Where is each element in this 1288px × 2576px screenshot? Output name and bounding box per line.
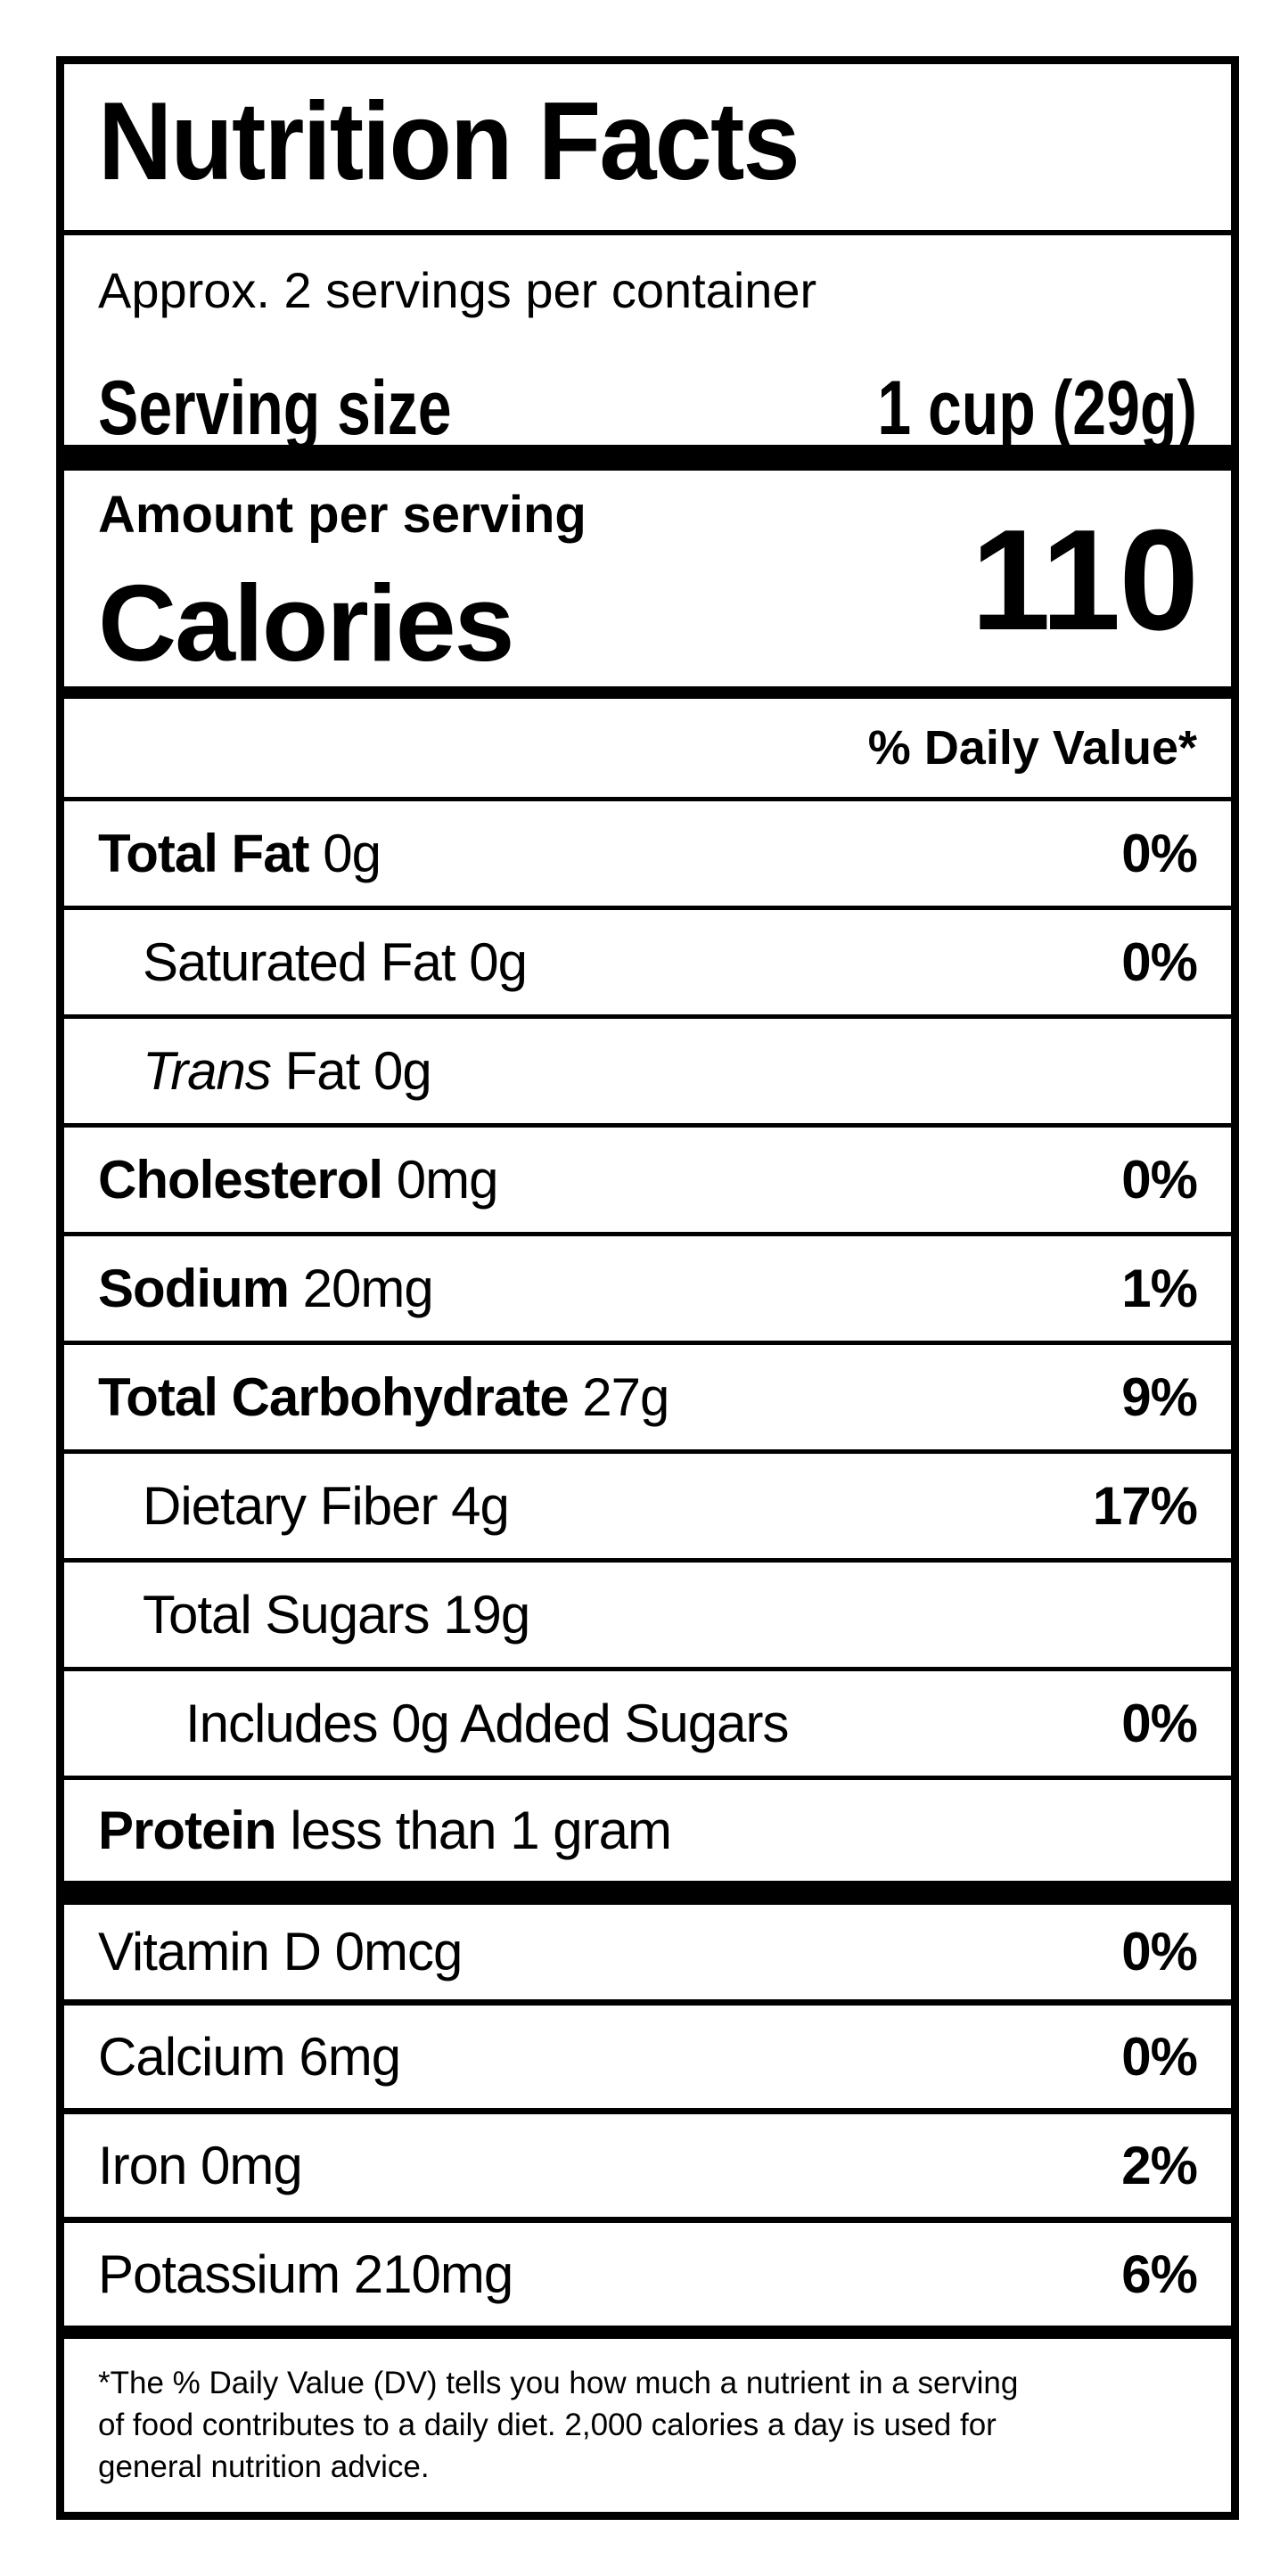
daily-value-percent: 0% (1121, 1693, 1198, 1753)
servings-per-container: Approx. 2 servings per container (98, 262, 817, 318)
thick-divider-top (64, 445, 1231, 471)
nutrient-label: Saturated Fat (143, 931, 456, 992)
nutrient-amount: 20mg (289, 1258, 434, 1318)
nutrient-name: Total Fat 0g (98, 823, 381, 883)
nutrient-label: Total Fat (98, 823, 310, 883)
title-section: Nutrition Facts (64, 64, 1231, 235)
nutrient-amount: 4g (437, 1475, 510, 1536)
daily-value-percent: 6% (1121, 2244, 1198, 2304)
footnote-line: general nutrition advice. (98, 2449, 430, 2484)
serving-size-label: Serving size (98, 365, 452, 451)
row-total-fat: Total Fat 0g 0% (64, 801, 1231, 910)
daily-value-header: % Daily Value* (64, 699, 1231, 801)
nutrient-name: Protein less than 1 gram (98, 1800, 672, 1860)
row-saturated-fat: Saturated Fat 0g 0% (64, 910, 1231, 1019)
nutrient-label: Trans (143, 1040, 272, 1101)
row-total-sugars: Total Sugars 19g (64, 1563, 1231, 1671)
daily-value-percent: 2% (1121, 2135, 1198, 2195)
nutrition-facts-label: Nutrition Facts Approx. 2 servings per c… (56, 56, 1239, 2520)
daily-value-footnote: *The % Daily Value (DV) tells you how mu… (64, 2339, 1231, 2539)
nutrient-label: Includes 0g Added Sugars (185, 1693, 790, 1753)
row-trans-fat: Trans Fat 0g (64, 1019, 1231, 1128)
serving-size-value: 1 cup (29g) (877, 365, 1197, 451)
nutrient-name: Calcium 6mg (98, 2026, 401, 2087)
row-vitamin-d: Vitamin D 0mcg 0% (64, 1905, 1231, 2006)
nutrient-amount: 0g (455, 931, 528, 992)
daily-value-percent: 9% (1121, 1366, 1198, 1427)
daily-value-percent: 0% (1121, 1922, 1198, 1981)
nutrient-label: Total Sugars (143, 1584, 431, 1645)
medium-divider-footnote (64, 2326, 1231, 2339)
medium-divider-calories (64, 686, 1231, 699)
nutrient-label: Total Carbohydrate (98, 1366, 570, 1427)
nutrient-amount: 19g (429, 1584, 530, 1645)
row-added-sugars: Includes 0g Added Sugars 0% (64, 1671, 1231, 1780)
row-total-carbohydrate: Total Carbohydrate 27g 9% (64, 1345, 1231, 1454)
nutrient-name: Total Carbohydrate 27g (98, 1370, 669, 1424)
daily-value-header-text: % Daily Value* (867, 721, 1197, 775)
nutrient-amount: less than 1 gram (275, 1800, 672, 1860)
thick-divider-vitamins (64, 1881, 1231, 1905)
amount-per-serving-label: Amount per serving (98, 486, 587, 544)
row-potassium: Potassium 210mg 6% (64, 2223, 1231, 2326)
nutrient-amount: 0mg (382, 1149, 499, 1210)
calories-label: Calories (98, 562, 514, 684)
serving-size-row: Serving size 1 cup (29g) (98, 370, 1197, 447)
nutrient-name: Sodium 20mg (98, 1258, 434, 1318)
calories-section: Amount per serving Calories 110 (64, 471, 1231, 686)
row-calcium: Calcium 6mg 0% (64, 2006, 1231, 2114)
daily-value-percent: 17% (1092, 1475, 1198, 1536)
nutrient-name: Trans Fat 0g (98, 1044, 432, 1098)
row-cholesterol: Cholesterol 0mg 0% (64, 1128, 1231, 1236)
row-protein: Protein less than 1 gram (64, 1780, 1231, 1881)
nutrient-amount: 0g (308, 823, 381, 883)
nutrient-amount: 27g (568, 1366, 669, 1427)
nutrient-name: Vitamin D 0mcg (98, 1922, 463, 1981)
nutrient-name: Cholesterol 0mg (98, 1149, 499, 1210)
nutrient-label: Sodium (98, 1258, 290, 1318)
nutrient-label: Protein (98, 1800, 277, 1860)
nutrient-label: Cholesterol (98, 1149, 383, 1210)
nutrient-name: Dietary Fiber 4g (98, 1479, 510, 1533)
daily-value-percent: 0% (1121, 1149, 1198, 1210)
row-iron: Iron 0mg 2% (64, 2114, 1231, 2223)
serving-section: Approx. 2 servings per container Serving… (64, 235, 1231, 447)
footnote-line: of food contributes to a daily diet. 2,0… (98, 2408, 997, 2442)
nutrient-name: Includes 0g Added Sugars (98, 1693, 790, 1753)
nutrient-amount: Fat 0g (270, 1040, 432, 1101)
daily-value-percent: 0% (1121, 823, 1198, 883)
nutrient-name: Saturated Fat 0g (98, 935, 528, 989)
nutrient-name: Total Sugars 19g (98, 1584, 530, 1645)
label-title: Nutrition Facts (98, 80, 800, 203)
row-dietary-fiber: Dietary Fiber 4g 17% (64, 1454, 1231, 1563)
nutrient-name: Potassium 210mg (98, 2244, 513, 2304)
daily-value-percent: 0% (1121, 931, 1198, 992)
nutrient-label: Dietary Fiber (143, 1475, 438, 1536)
daily-value-percent: 1% (1121, 1258, 1198, 1318)
calories-value: 110 (971, 500, 1199, 660)
row-sodium: Sodium 20mg 1% (64, 1236, 1231, 1345)
daily-value-percent: 0% (1121, 2026, 1198, 2087)
nutrient-name: Iron 0mg (98, 2135, 303, 2195)
footnote-line: *The % Daily Value (DV) tells you how mu… (98, 2366, 1019, 2400)
